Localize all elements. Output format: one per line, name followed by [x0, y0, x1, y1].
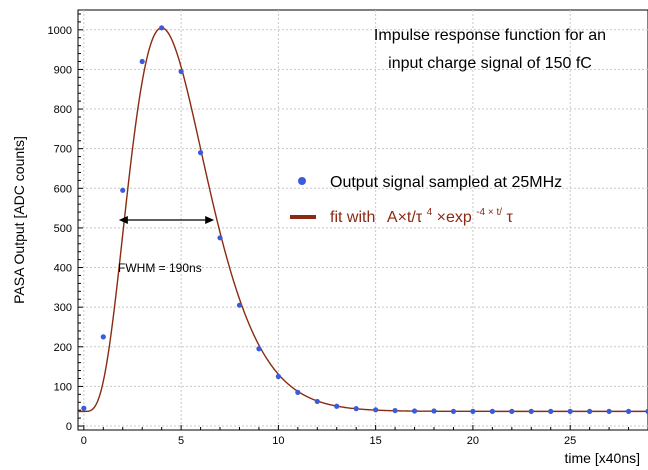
legend-fit-formula-a: A×t/τ — [387, 209, 423, 226]
data-point — [470, 408, 476, 414]
annotation-line-1: Impulse response function for an — [374, 27, 606, 44]
x-tick-label: 10 — [272, 435, 284, 447]
y-tick-label: 400 — [54, 263, 72, 275]
data-point — [431, 408, 437, 414]
y-tick-label: 200 — [54, 342, 72, 354]
x-tick-label: 15 — [370, 435, 382, 447]
y-tick-label: 600 — [54, 183, 72, 195]
data-point — [606, 408, 612, 414]
legend-fit-formula-b: ×exp — [437, 209, 472, 226]
legend-fit-formula-tau: τ — [507, 209, 514, 226]
y-tick-label: 1000 — [48, 25, 72, 37]
data-point — [548, 408, 554, 414]
legend: Output signal sampled at 25MHz fit with … — [290, 174, 562, 226]
x-tick-label: 0 — [81, 435, 87, 447]
fwhm-label: FWHM = 190ns — [118, 261, 202, 275]
y-tick-label: 300 — [54, 302, 72, 314]
y-tick-label: 500 — [54, 223, 72, 235]
x-axis-title: time [x40ns] — [565, 450, 640, 466]
data-point — [411, 408, 418, 414]
data-point — [528, 408, 534, 414]
data-point — [159, 25, 165, 31]
data-point — [567, 408, 573, 414]
ticks: 0 5 10 15 20 25 0 100 200 300 400 500 600 700 800 900 10… — [48, 13, 648, 447]
data-point — [217, 235, 223, 241]
data-point — [295, 389, 301, 395]
data-point — [256, 346, 262, 352]
fwhm-arrow-head-left — [118, 216, 128, 224]
data-point — [625, 408, 632, 414]
data-point — [353, 406, 359, 412]
annotation-line-2: input charge signal of 150 fC — [388, 55, 592, 72]
fwhm-arrow-head-right — [205, 216, 215, 224]
data-point — [197, 150, 204, 156]
x-tick-label: 20 — [467, 435, 479, 447]
legend-fit-prefix: fit with — [330, 209, 375, 226]
data-point — [236, 302, 243, 308]
y-tick-label: 100 — [54, 381, 72, 393]
data-point — [120, 187, 126, 193]
x-tick-label: 25 — [564, 435, 576, 447]
data-point — [373, 407, 379, 413]
data-point — [275, 373, 281, 380]
y-tick-label: 0 — [66, 421, 72, 433]
y-axis-title: PASA Output [ADC counts] — [11, 136, 27, 304]
data-point — [450, 408, 457, 414]
y-tick-label: 700 — [54, 144, 72, 156]
data-point — [178, 68, 184, 75]
y-tick-label: 800 — [54, 104, 72, 116]
data-point — [489, 408, 495, 414]
legend-fit-formula-exp1: 4 — [427, 207, 433, 218]
data-point — [509, 408, 515, 414]
legend-label-points: Output signal sampled at 25MHz — [330, 174, 562, 191]
data-point — [100, 334, 106, 340]
data-point — [392, 407, 398, 414]
legend-fit-formula-exp2: -4 × t/ — [476, 207, 502, 218]
legend-label-fit: fit with A×t/τ 4 ×exp -4 × t/ τ — [330, 202, 514, 226]
data-point — [334, 403, 340, 409]
legend-marker-points — [298, 177, 306, 185]
data-point — [645, 408, 648, 414]
data-point — [587, 408, 593, 414]
data-point — [139, 58, 145, 65]
data-point — [314, 398, 320, 405]
points-layer — [81, 25, 648, 414]
x-tick-label: 5 — [178, 435, 184, 447]
y-tick-label: 900 — [54, 64, 72, 76]
data-point — [81, 405, 87, 411]
fwhm-layer — [118, 216, 215, 224]
